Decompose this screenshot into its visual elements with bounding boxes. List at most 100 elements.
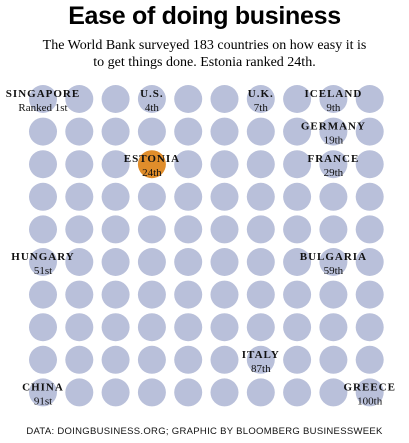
country-dot (29, 150, 57, 179)
country-dot (65, 85, 94, 113)
country-dot (174, 117, 203, 146)
country-rank-label: 100th (357, 395, 383, 407)
country-dot (65, 215, 94, 244)
country-dot (210, 182, 239, 211)
country-dot (137, 117, 166, 146)
country-dot (319, 313, 348, 342)
country-rank-label: 4th (145, 102, 160, 114)
country-dot (29, 117, 57, 146)
country-name-label: ESTONIA (124, 153, 180, 165)
country-name-label: SINGAPORE (6, 88, 80, 100)
country-dot (174, 182, 203, 211)
highlighted-country-dot (137, 150, 166, 179)
country-name-label: BULGARIA (300, 251, 367, 263)
country-dot (283, 345, 312, 374)
country-dot (29, 215, 57, 244)
country-dot (65, 150, 94, 179)
country-dot (101, 248, 130, 276)
country-dot (65, 280, 94, 309)
country-dot (101, 182, 130, 211)
country-dot (319, 85, 348, 113)
country-dot (65, 182, 94, 211)
country-dot (137, 85, 166, 113)
country-rank-label: Ranked 1st (18, 102, 67, 114)
country-rank-label: 51st (34, 265, 52, 277)
country-dot (319, 378, 348, 407)
country-rank-label: 87th (251, 363, 271, 375)
chart-title: Ease of doing business (68, 2, 341, 30)
country-name-label: CHINA (22, 381, 64, 393)
country-dot (137, 313, 166, 342)
country-dot (29, 280, 57, 309)
country-dot (29, 248, 57, 276)
country-dot (319, 117, 348, 146)
country-name-label: GERMANY (301, 121, 366, 133)
country-dot (283, 313, 312, 342)
country-dot (210, 378, 239, 407)
chart-subtitle: The World Bank surveyed 183 countries on… (42, 38, 367, 70)
country-dot (246, 248, 275, 276)
country-dot (137, 248, 166, 276)
country-dot (283, 215, 312, 244)
country-dot (319, 345, 348, 374)
country-dot (246, 182, 275, 211)
country-rank-label: 9th (326, 102, 341, 114)
country-dot (101, 313, 130, 342)
country-dot (174, 85, 203, 113)
country-dot (174, 313, 203, 342)
country-dot (29, 182, 57, 211)
country-dot (137, 182, 166, 211)
country-dot (355, 117, 384, 146)
country-dot (137, 280, 166, 309)
country-dot (101, 345, 130, 374)
country-dot (355, 182, 384, 211)
country-dot (319, 182, 348, 211)
country-rank-label: 29th (324, 167, 344, 179)
country-name-label: U.S. (140, 88, 164, 100)
country-dot (246, 150, 275, 179)
country-dot (101, 378, 130, 407)
country-dot (29, 85, 57, 113)
country-dot (283, 117, 312, 146)
country-dot (246, 313, 275, 342)
country-dot (29, 378, 57, 407)
country-dot (355, 345, 384, 374)
country-dot (101, 280, 130, 309)
country-dot (283, 85, 312, 113)
country-name-label: ITALY (242, 349, 280, 361)
country-name-label: U.K. (248, 88, 274, 100)
country-dot (319, 150, 348, 179)
country-dot (210, 85, 239, 113)
country-dot (283, 280, 312, 309)
country-dot (101, 85, 130, 113)
country-name-label: FRANCE (307, 153, 359, 165)
country-dot (283, 378, 312, 407)
source-credit: DATA: DOINGBUSINESS.ORG; GRAPHIC BY BLOO… (26, 426, 383, 437)
country-dot (355, 280, 384, 309)
country-dot (174, 248, 203, 276)
country-dot (174, 378, 203, 407)
country-dot (65, 117, 94, 146)
country-dot (174, 215, 203, 244)
country-dot (137, 345, 166, 374)
country-dot (246, 117, 275, 146)
country-dot (319, 215, 348, 244)
country-rank-label: 24th (142, 167, 162, 179)
country-name-label: HUNGARY (11, 251, 74, 263)
country-dot (174, 280, 203, 309)
country-dot (65, 313, 94, 342)
country-dot (137, 378, 166, 407)
country-dot (319, 248, 348, 276)
country-rank-label: 59th (324, 265, 344, 277)
country-dot (355, 85, 384, 113)
country-dot (101, 117, 130, 146)
country-name-label: ICELAND (305, 88, 363, 100)
country-dot (210, 150, 239, 179)
country-dot (246, 85, 275, 113)
country-dot (210, 345, 239, 374)
country-rank-label: 91st (34, 395, 52, 407)
country-dot (355, 378, 384, 407)
country-name-label: GREECE (343, 381, 395, 393)
country-dot (246, 280, 275, 309)
